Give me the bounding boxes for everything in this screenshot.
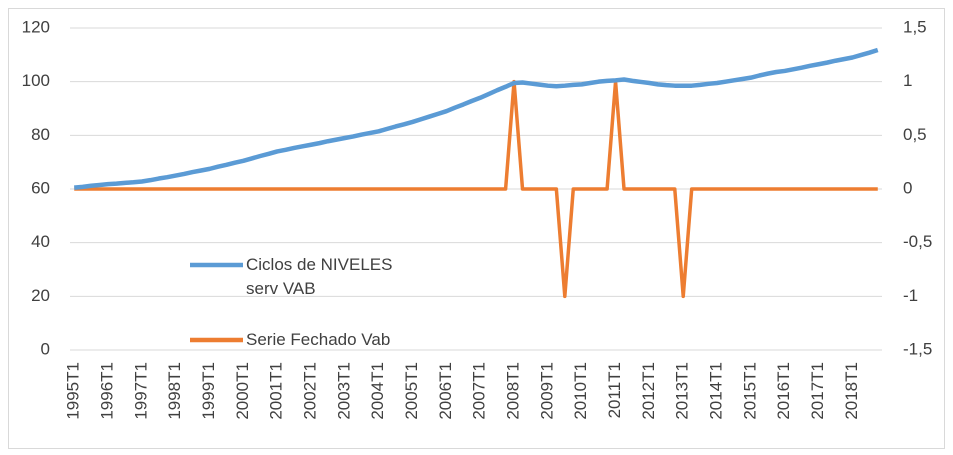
x-tick-label: 2018T1: [842, 362, 861, 420]
x-tick-label: 2012T1: [639, 362, 658, 420]
x-tick-label: 2000T1: [233, 362, 252, 420]
y-tick-label: 40: [31, 232, 50, 251]
y2-tick-label: 0,5: [903, 125, 927, 144]
x-tick-label: 1999T1: [199, 362, 218, 420]
x-tick-label: 2006T1: [436, 362, 455, 420]
x-tick-label: 2010T1: [571, 362, 590, 420]
y2-tick-label: -1,5: [903, 339, 932, 358]
legend-label: Ciclos de NIVELES serv VAB: [246, 255, 393, 298]
y-tick-label: 0: [41, 339, 50, 358]
x-tick-label: 2017T1: [808, 362, 827, 420]
series-line: [74, 79, 878, 299]
x-tick-label: 2014T1: [707, 362, 726, 420]
y2-tick-label: 1,5: [903, 17, 927, 36]
x-tick-label: 2004T1: [368, 362, 387, 420]
y2-tick-label: -0,5: [903, 232, 932, 251]
x-tick-label: 2009T1: [537, 362, 556, 420]
series-line: [74, 47, 879, 190]
x-tick-label: 2015T1: [740, 362, 759, 420]
chart-border: [8, 8, 945, 449]
x-tick-label: 2008T1: [504, 362, 523, 420]
x-tick-label: 2007T1: [470, 362, 489, 420]
y2-tick-label: -1: [903, 286, 918, 305]
x-tick-label: 2001T1: [267, 362, 286, 420]
x-tick-label: 1995T1: [64, 362, 83, 420]
legend-label: Serie Fechado Vab: [246, 330, 391, 349]
x-tick-label: 1997T1: [131, 362, 150, 420]
y-tick-label: 100: [22, 71, 50, 90]
x-tick-label: 1998T1: [165, 362, 184, 420]
x-tick-label: 1996T1: [98, 362, 117, 420]
x-tick-label: 2002T1: [301, 362, 320, 420]
x-tick-label: 2011T1: [605, 362, 624, 418]
y-tick-label: 120: [22, 17, 50, 36]
y2-tick-label: 0: [903, 178, 912, 197]
y-tick-label: 80: [31, 125, 50, 144]
x-tick-label: 2005T1: [402, 362, 421, 420]
y2-tick-label: 1: [903, 71, 912, 90]
y-tick-label: 20: [31, 286, 50, 305]
x-tick-label: 2016T1: [774, 362, 793, 420]
y-tick-label: 60: [31, 178, 50, 197]
x-tick-label: 2003T1: [334, 362, 353, 420]
x-tick-label: 2013T1: [673, 362, 692, 420]
